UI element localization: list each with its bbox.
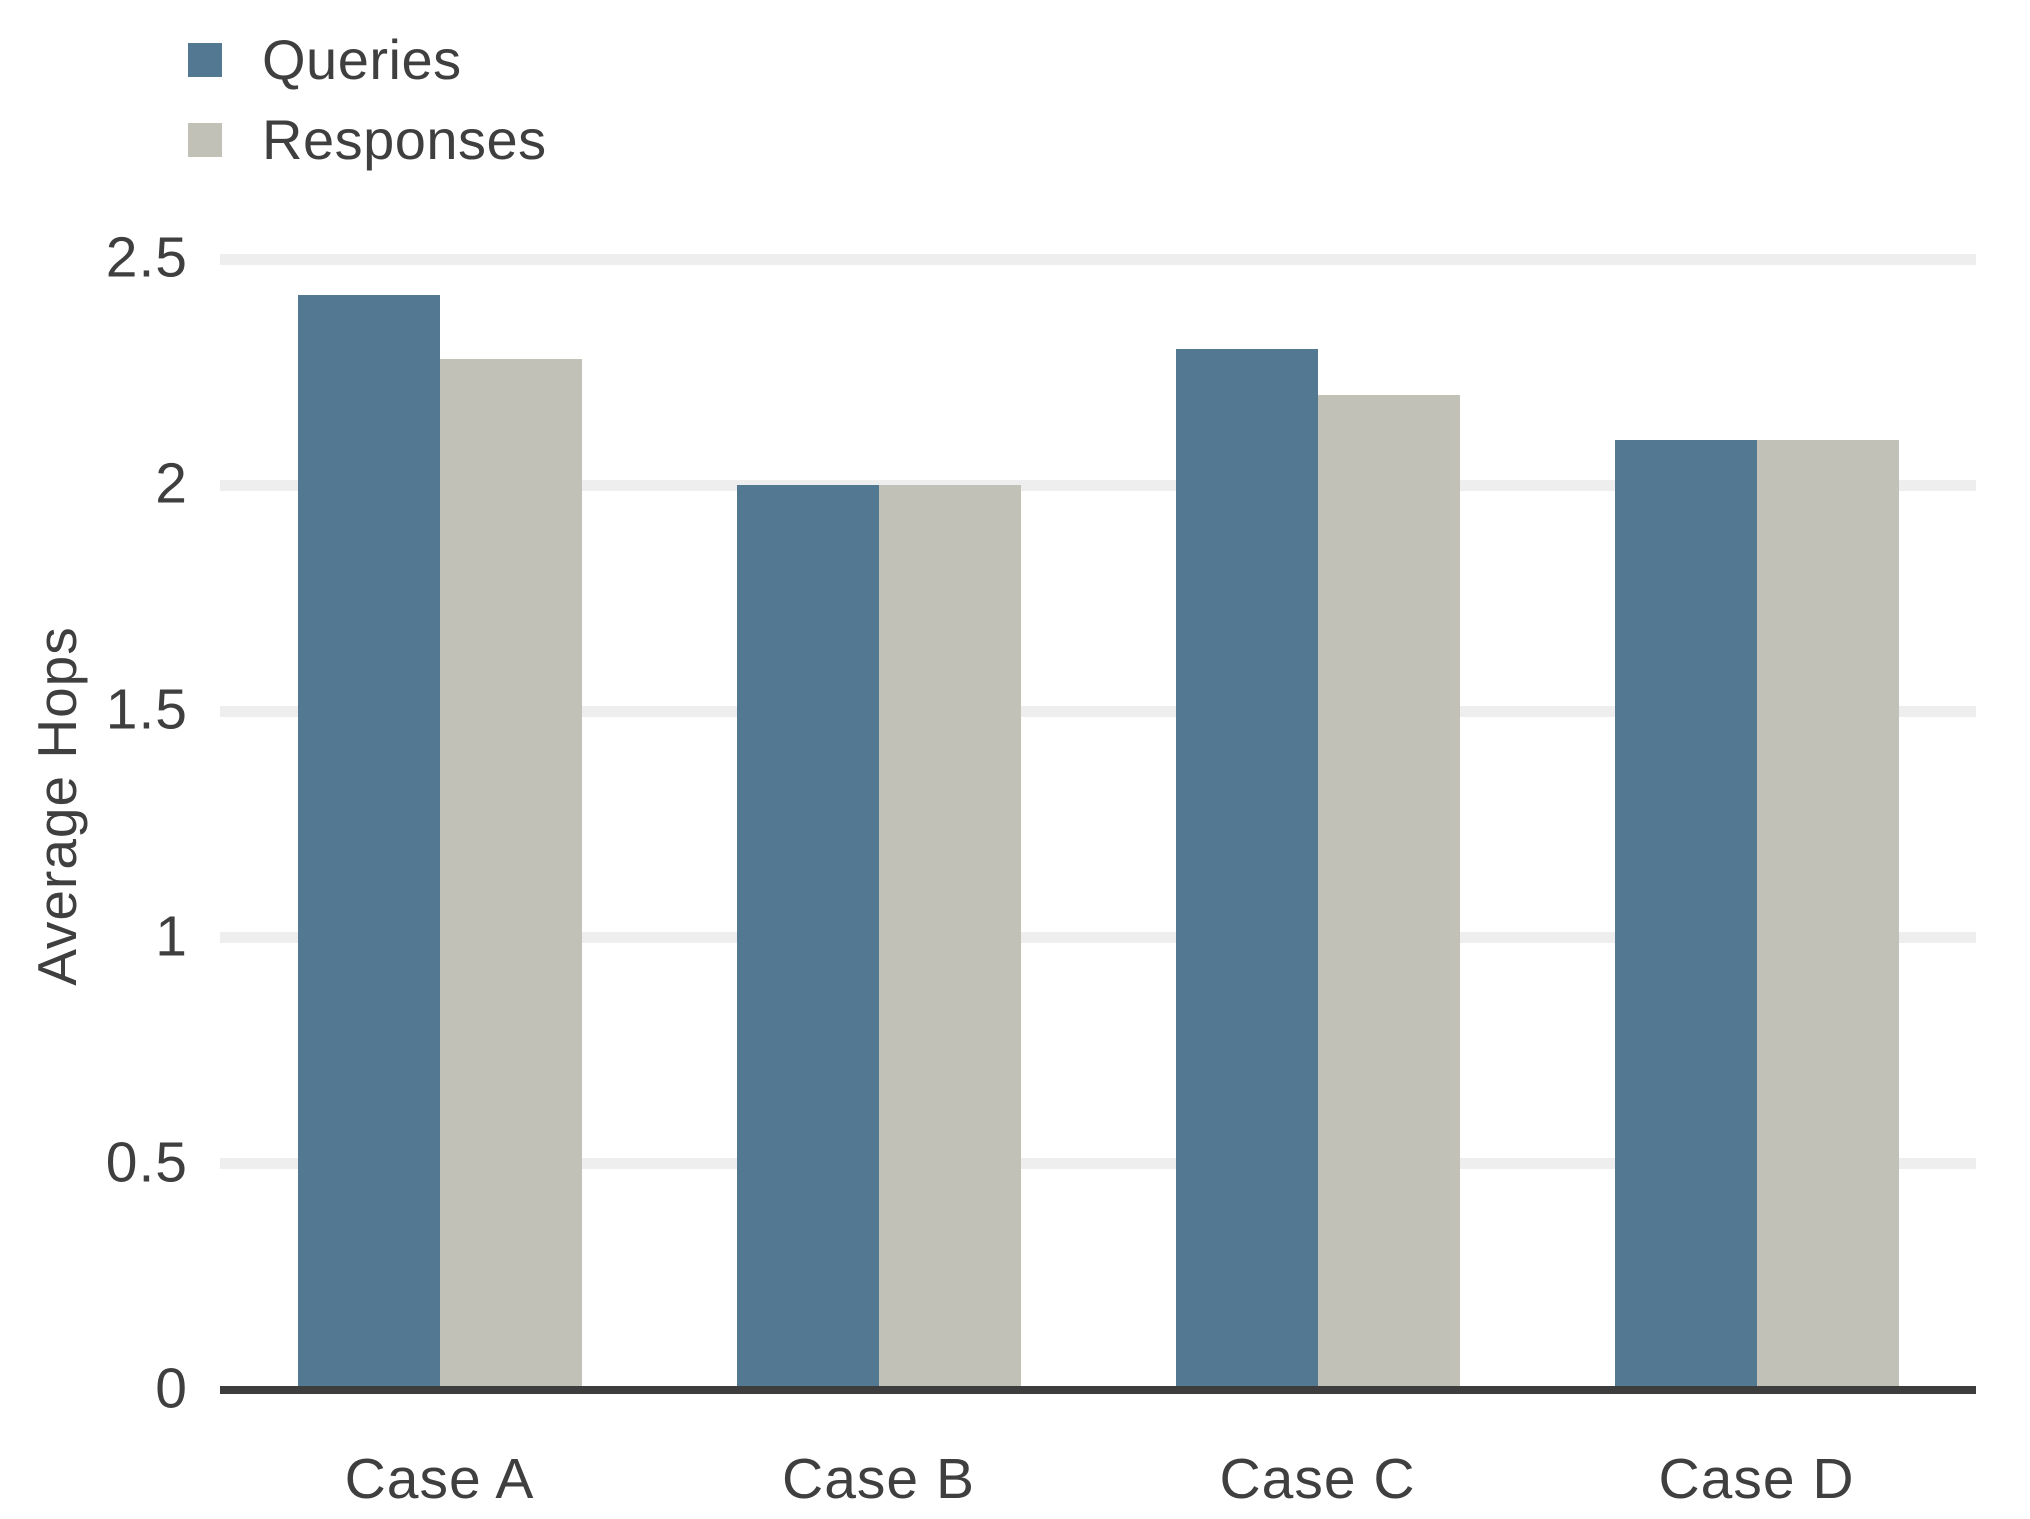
- legend: Queries Responses: [188, 30, 547, 190]
- gridline-2.5: [220, 253, 1976, 265]
- y-tick-label-0.5: 0.5: [105, 1130, 188, 1195]
- bar-responses-case-a: [439, 358, 582, 1390]
- bar-responses-case-b: [878, 485, 1021, 1390]
- legend-label-responses: Responses: [262, 108, 547, 171]
- x-tick-label-case-c: Case C: [1219, 1447, 1416, 1511]
- bar-queries-case-d: [1614, 439, 1757, 1390]
- gridline-1: [220, 932, 1976, 944]
- legend-item-queries: Queries: [188, 30, 547, 90]
- legend-swatch-responses-icon: [188, 123, 222, 157]
- y-tick-label-1: 1: [155, 904, 188, 969]
- gridline-1.5: [220, 705, 1976, 717]
- bar-queries-case-a: [297, 295, 440, 1390]
- bar-responses-case-c: [1317, 394, 1460, 1390]
- legend-swatch-queries-icon: [188, 43, 222, 77]
- y-tick-label-2: 2: [155, 451, 188, 516]
- x-tick-label-case-a: Case A: [344, 1447, 535, 1511]
- bar-queries-case-b: [736, 485, 879, 1390]
- gridline-2: [220, 479, 1976, 491]
- bar-responses-case-d: [1756, 439, 1899, 1390]
- y-tick-label-2.5: 2.5: [105, 225, 188, 290]
- y-tick-label-1.5: 1.5: [105, 678, 188, 743]
- legend-label-queries: Queries: [262, 28, 462, 91]
- gridline-0.5: [220, 1158, 1976, 1170]
- y-tick-label-0: 0: [155, 1356, 188, 1421]
- bar-queries-case-c: [1175, 349, 1318, 1390]
- legend-item-responses: Responses: [188, 110, 547, 170]
- x-axis-line: [220, 1386, 1976, 1394]
- x-tick-label-case-b: Case B: [782, 1447, 975, 1511]
- x-tick-label-case-d: Case D: [1658, 1447, 1855, 1511]
